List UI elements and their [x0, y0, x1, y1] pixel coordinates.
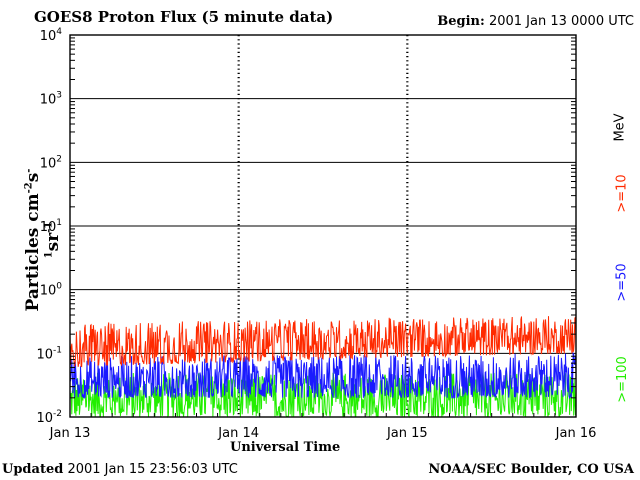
y-tick-label: 102: [40, 154, 62, 171]
y-tick-label: 10-1: [36, 345, 62, 362]
legend-unit-mev: MeV: [612, 113, 628, 142]
legend-ge50: >=50: [614, 263, 630, 302]
y-tick-label: 104: [40, 27, 63, 44]
x-tick-label: Jan 14: [217, 426, 259, 441]
legend-ge100: >=100: [614, 356, 630, 403]
x-axis-title: Universal Time: [230, 440, 341, 455]
y-tick-label: 100: [40, 282, 63, 299]
chart-title: GOES8 Proton Flux (5 minute data): [34, 8, 334, 26]
begin-time: Begin: 2001 Jan 13 0000 UTC: [437, 14, 634, 29]
series-line: [69, 316, 577, 368]
updated-timestamp: Updated 2001 Jan 15 23:56:03 UTC: [2, 462, 238, 477]
x-tick-label: Jan 15: [386, 426, 428, 441]
legend-ge10: >=10: [614, 174, 630, 213]
credit-line: NOAA/SEC Boulder, CO USA: [428, 462, 634, 477]
x-tick-label: Jan 13: [49, 426, 91, 441]
y-tick-label: 101: [40, 218, 62, 235]
x-tick-label: Jan 16: [555, 426, 597, 441]
y-tick-label: 103: [40, 91, 62, 108]
y-tick-label: 10-2: [36, 409, 62, 426]
